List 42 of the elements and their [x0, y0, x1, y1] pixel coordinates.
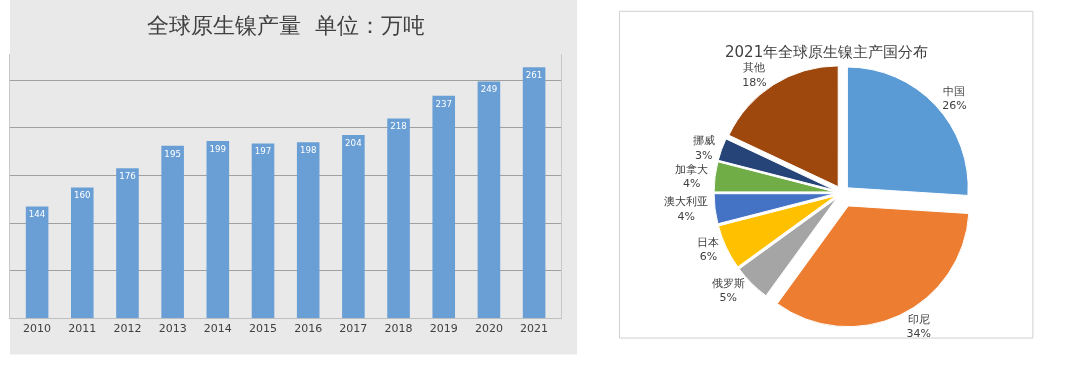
data-label: 218: [390, 121, 407, 132]
data-label: 34%: [906, 327, 931, 341]
x-tick-label: 2019: [429, 322, 458, 336]
chart-title: 全球原生镍产量 单位：万吨: [147, 13, 425, 38]
data-label: 199: [209, 143, 227, 154]
x-tick-label: 2013: [158, 322, 187, 336]
x-tick-label: 2017: [339, 322, 368, 336]
data-label: 5%: [719, 290, 737, 304]
data-label: 176: [119, 171, 136, 182]
data-label: 26%: [942, 99, 967, 113]
slice-label: 中国: [943, 85, 966, 99]
data-label: 195: [164, 148, 181, 159]
x-tick-label: 2011: [68, 322, 97, 336]
x-tick-label: 2016: [294, 322, 323, 336]
slice-label: 俄罗斯: [711, 276, 745, 290]
data-label: 144: [28, 209, 46, 220]
data-label: 4%: [683, 177, 701, 191]
slice-label: 加拿大: [675, 162, 709, 176]
x-tick-label: 2010: [23, 322, 52, 336]
data-label: 204: [345, 137, 363, 148]
data-label: 261: [525, 70, 543, 81]
x-tick-label: 2015: [249, 322, 278, 336]
slice-label: 印尼: [907, 312, 930, 326]
data-label: 18%: [742, 75, 767, 89]
x-tick-label: 2014: [203, 322, 232, 336]
x-tick-label: 2018: [384, 322, 413, 336]
slice-label: 其他: [743, 61, 766, 75]
x-tick-label: 2012: [113, 322, 142, 336]
slice-label: 日本: [697, 236, 720, 250]
data-label: 4%: [677, 209, 695, 223]
data-label: 197: [254, 146, 272, 157]
data-label: 6%: [699, 250, 718, 264]
x-tick-label: 2021: [520, 322, 549, 336]
data-label: 198: [299, 145, 317, 156]
data-label: 249: [480, 84, 498, 95]
slice-label: 挪威: [692, 134, 715, 148]
x-tick-label: 2020: [474, 322, 503, 336]
data-label: 237: [435, 98, 453, 109]
data-label: 160: [74, 190, 91, 201]
chart-title: 2021年全球原生镍主产国分布: [725, 43, 929, 61]
data-label: 3%: [695, 148, 713, 162]
slice-label: 澳大利亚: [664, 195, 709, 209]
